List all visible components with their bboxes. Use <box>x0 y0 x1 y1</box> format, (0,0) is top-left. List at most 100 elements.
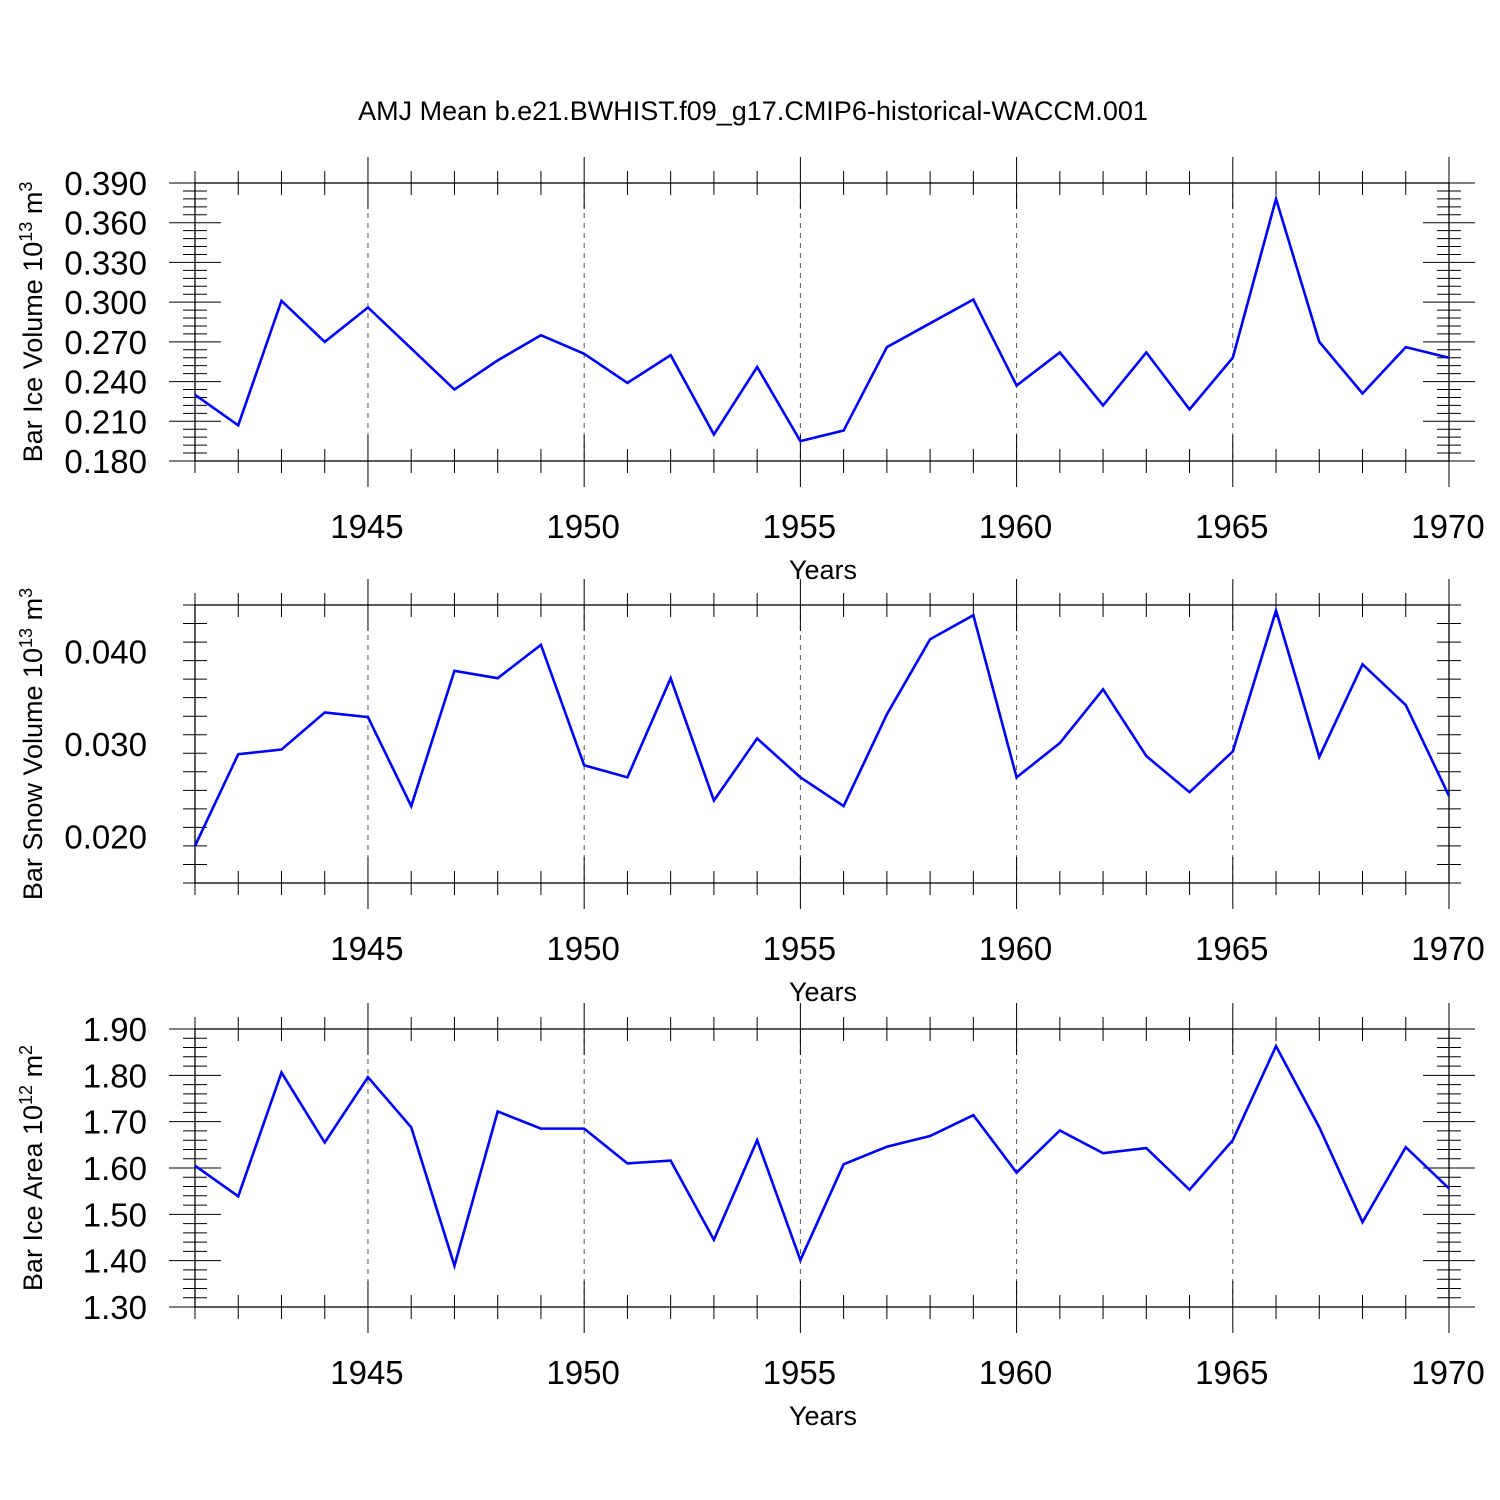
data-point-1968 <box>1361 1221 1363 1223</box>
y-axis-label: Bar Ice Area 1012 m2 <box>16 1045 48 1291</box>
data-point-1964 <box>1188 791 1190 793</box>
x-axis-label: Years <box>789 555 857 585</box>
series-line-bar-ice-volume <box>194 194 1450 443</box>
data-point-1944 <box>324 341 326 343</box>
data-point-1941 <box>194 845 196 847</box>
data-point-1957 <box>886 713 888 715</box>
x-tick-label-1970: 1970 <box>1411 508 1484 545</box>
plot-frame <box>194 1028 1450 1308</box>
x-tick-label-1960: 1960 <box>979 930 1052 967</box>
data-point-1942 <box>237 753 239 755</box>
panel-bar-ice-area: 1.30 1.40 1.50 1.60 1.70 1.80 1.90 1945 1950 1955… <box>16 1003 1485 1431</box>
y-tick-label-1.70: 1.70 <box>83 1104 147 1141</box>
data-point-1944 <box>324 711 326 713</box>
y-axis-label-base: Bar Ice Area 10 <box>18 1105 48 1291</box>
y-tick-label-0.030: 0.030 <box>64 726 147 763</box>
panels: 0.1800.2100.2400.2700.3000.3300.3600.390… <box>16 157 1485 1431</box>
data-point-1945 <box>367 1076 369 1078</box>
y-axis-label-unit: m <box>18 1055 48 1085</box>
data-point-1961 <box>1059 351 1061 353</box>
data-point-1948 <box>496 359 498 361</box>
data-point-1951 <box>626 776 628 778</box>
data-point-1963 <box>1145 351 1147 353</box>
y-tick-label-0.240: 0.240 <box>64 364 147 401</box>
x-tick-label-1965: 1965 <box>1195 508 1268 545</box>
data-point-1961 <box>1059 742 1061 744</box>
data-point-1966 <box>1275 198 1277 200</box>
data-point-1946 <box>410 805 412 807</box>
panel-bar-ice-volume: 0.1800.2100.2400.2700.3000.3300.3600.390… <box>16 157 1485 585</box>
data-point-1955 <box>799 440 801 442</box>
panel-bar-snow-volume: 0.020 0.030 0.040 1945 1950 1955 1960 1965 1970 Y… <box>16 579 1485 1007</box>
data-point-1956 <box>842 1163 844 1165</box>
data-point-1965 <box>1232 357 1234 359</box>
data-point-1958 <box>929 638 931 640</box>
data-point-1947 <box>453 670 455 672</box>
x-tick-label-1945: 1945 <box>330 930 403 967</box>
data-point-1949 <box>540 1127 542 1129</box>
data-point-1958 <box>929 1135 931 1137</box>
y-axis-label-exponent: 13 <box>16 222 36 242</box>
data-point-1965 <box>1232 1139 1234 1141</box>
data-point-1953 <box>713 433 715 435</box>
y-tick-label-1.80: 1.80 <box>83 1057 147 1094</box>
y-ticks <box>169 182 1475 462</box>
data-point-1950 <box>583 764 585 766</box>
x-tick-label-1955: 1955 <box>763 508 836 545</box>
x-tick-label-1965: 1965 <box>1195 1354 1268 1391</box>
y-axis-label-exponent: 12 <box>16 1085 36 1105</box>
data-point-1965 <box>1232 750 1234 752</box>
data-point-1951 <box>626 1162 628 1164</box>
y-axis-label-exponent: 13 <box>16 628 36 648</box>
data-point-1957 <box>886 346 888 348</box>
y-axis-label-unit-exponent: 2 <box>16 1045 36 1055</box>
data-point-1960 <box>1015 1171 1017 1173</box>
y-tick-label-0.300: 0.300 <box>64 284 147 321</box>
data-point-1957 <box>886 1145 888 1147</box>
data-point-1954 <box>756 737 758 739</box>
data-point-1949 <box>540 644 542 646</box>
data-point-1959 <box>972 1114 974 1116</box>
data-point-1945 <box>367 306 369 308</box>
y-tick-label-0.360: 0.360 <box>64 205 147 242</box>
data-point-1955 <box>799 776 801 778</box>
data-point-1950 <box>583 1127 585 1129</box>
series-line-bar-snow-volume <box>193 606 1451 847</box>
x-tick-label-1950: 1950 <box>546 930 619 967</box>
data-point-1960 <box>1015 384 1017 386</box>
x-ticks <box>194 579 1450 909</box>
data-point-1970 <box>1448 1187 1450 1189</box>
data-point-1968 <box>1361 663 1363 665</box>
y-ticks <box>183 604 1461 884</box>
y-axis-label: Bar Ice Volume 1013 m3 <box>16 182 48 463</box>
data-point-1946 <box>410 347 412 349</box>
data-point-1970 <box>1448 795 1450 797</box>
data-point-1959 <box>972 298 974 300</box>
y-tick-label-1.50: 1.50 <box>83 1196 147 1233</box>
y-axis-label-unit: m <box>18 598 48 628</box>
x-tick-label-1950: 1950 <box>546 508 619 545</box>
data-point-1943 <box>280 1071 282 1073</box>
y-tick-label-0.390: 0.390 <box>64 165 147 202</box>
data-point-1960 <box>1015 776 1017 778</box>
data-point-1941 <box>194 1164 196 1166</box>
x-tick-label-1955: 1955 <box>763 1354 836 1391</box>
y-axis-label-base: Bar Snow Volume 10 <box>18 648 48 900</box>
y-tick-label-0.020: 0.020 <box>64 819 147 856</box>
y-tick-label-0.210: 0.210 <box>64 403 147 440</box>
data-point-1952 <box>669 354 671 356</box>
data-point-1945 <box>367 716 369 718</box>
plot-frame <box>194 182 1450 462</box>
data-point-1953 <box>713 1239 715 1241</box>
data-point-1969 <box>1405 704 1407 706</box>
data-point-1943 <box>280 748 282 750</box>
data-point-1961 <box>1059 1129 1061 1131</box>
data-point-1962 <box>1102 1152 1104 1154</box>
data-point-1958 <box>929 322 931 324</box>
x-tick-label-1955: 1955 <box>763 930 836 967</box>
y-tick-label-1.90: 1.90 <box>83 1011 147 1048</box>
x-tick-label-1950: 1950 <box>546 1354 619 1391</box>
data-point-1964 <box>1188 408 1190 410</box>
y-tick-label-1.60: 1.60 <box>83 1150 147 1187</box>
